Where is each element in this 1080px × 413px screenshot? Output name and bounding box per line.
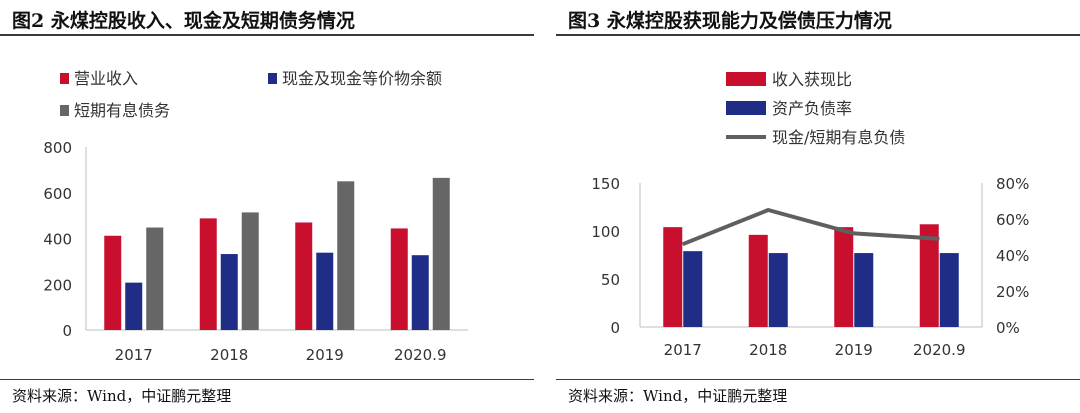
x-tick-label: 2019 [306,346,344,364]
source-note: 资料来源：Wind，中证鹏元整理 [568,387,788,405]
bar-3 [432,177,450,330]
y2-tick-label: 60% [996,211,1029,229]
right-chart-panel: 图3 永煤控股获现能力及偿债压力情况 0 50 100 150 0% 20% 40% 60% 8… [556,0,1080,413]
chart-title: 图3 永煤控股获现能力及偿债压力情况 [568,10,892,32]
y2-tick-label: 80% [996,175,1029,193]
bar-1 [748,234,768,327]
x-tick-label: 2017 [115,346,153,364]
legend-swatch [726,72,766,86]
bar-3 [241,212,259,330]
legend-swatch [60,105,69,116]
x-tick-label: 2018 [749,341,787,359]
x-tick-label: 2020.9 [394,346,447,364]
y-tick-label: 150 [591,175,620,193]
legend-label: 收入获现比 [772,70,852,89]
chart-title: 图2 永煤控股收入、现金及短期债务情况 [12,10,355,32]
legend-label: 资产负债率 [772,99,852,118]
line-point [853,232,855,234]
y-tick-label: 800 [43,139,72,157]
top-rule [556,34,1080,36]
bar-2 [316,252,334,330]
bar-3 [146,227,164,330]
legend-label: 营业收入 [74,69,138,88]
line-point [767,209,769,211]
y-tick-label: 200 [43,276,72,294]
x-tick-label: 2017 [664,341,702,359]
y-tick-label: 0 [62,322,72,340]
legend-label: 现金及现金等价物余额 [282,69,442,88]
y-tick-label: 100 [591,223,620,241]
bar-1 [199,218,217,330]
legend-swatch [726,101,766,115]
legend-label: 现金/短期有息负债 [772,128,905,147]
y2-tick-label: 20% [996,283,1029,301]
bar-2 [854,253,874,327]
bar-3 [337,181,355,330]
y2-tick-label: 0% [996,319,1020,337]
bottom-rule [556,379,1080,380]
x-tick-label: 2020.9 [913,341,966,359]
y-tick-label: 50 [601,271,620,289]
bottom-rule [0,379,534,380]
x-tick-label: 2018 [210,346,248,364]
line-point [938,238,940,240]
bar-2 [411,255,429,330]
series-line [682,208,940,247]
bar-1 [390,228,408,330]
y-tick-label: 400 [43,231,72,249]
legend-label: 短期有息债务 [74,101,170,120]
combo-chart-cash-ratio-leverage: 0 50 100 150 0% 20% 40% 60% 80% 2017 2018 2019 2020.… [591,70,1029,359]
legend-swatch [268,73,277,84]
y-tick-label: 0 [610,319,620,337]
bar-1 [663,227,683,327]
line-point [682,243,684,245]
bar-2 [768,253,788,327]
x-tick-label: 2019 [835,341,873,359]
bar-2 [125,282,143,330]
bar-2 [939,253,959,327]
bar-1 [295,222,313,330]
bar-1 [919,224,939,327]
legend-swatch [60,73,69,84]
y-tick-label: 600 [43,185,72,203]
bar-chart-revenue-cash-debt: 0 200 400 600 800 2017 2018 2019 2020.9 营业收入 现金及现金… [43,69,468,364]
source-note: 资料来源：Wind，中证鹏元整理 [12,387,232,405]
bar-1 [834,227,854,327]
left-chart-panel: 图2 永煤控股收入、现金及短期债务情况 0 200 400 600 800 2017 201… [0,0,534,413]
bar-1 [104,235,122,330]
bar-2 [220,254,238,330]
bar-2 [683,251,703,327]
y2-tick-label: 40% [996,247,1029,265]
top-rule [0,34,534,36]
